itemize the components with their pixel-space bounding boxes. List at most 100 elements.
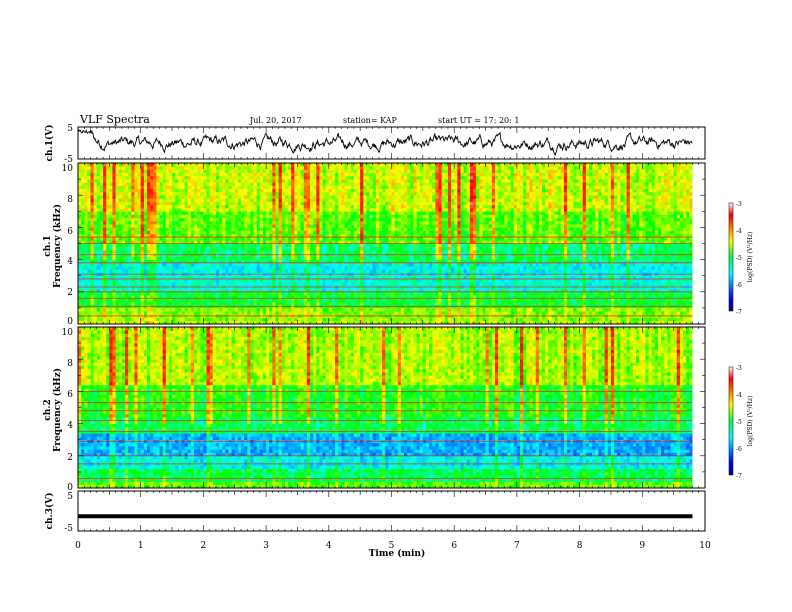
spectrogram-cell <box>128 307 132 312</box>
spectrogram-cell <box>683 301 687 305</box>
spectrogram-cell <box>294 317 298 322</box>
spectrogram-cell <box>360 288 364 293</box>
spectrogram-cell <box>441 262 446 267</box>
spectrogram-cell <box>570 275 574 280</box>
spectrogram-cell <box>341 259 345 264</box>
spectrogram-cell <box>212 278 217 283</box>
spectrogram-cell <box>513 288 518 293</box>
spectrogram-cell <box>106 282 110 286</box>
spectrogram-cell <box>432 301 436 305</box>
spectrogram-cell <box>513 249 518 254</box>
spectrogram-cell <box>328 275 333 280</box>
spectrogram-cell <box>350 320 355 325</box>
spectrogram-cell <box>219 298 223 302</box>
spectrogram-cell <box>325 243 330 248</box>
spectrogram-cell <box>234 249 239 254</box>
spectrogram-cell <box>328 262 333 267</box>
spectrogram-cell <box>200 288 204 293</box>
spectrogram-cell <box>231 259 236 264</box>
spectrogram-cell <box>215 275 220 280</box>
spectrogram-cell <box>231 320 236 325</box>
spectrogram-cell <box>121 256 126 260</box>
spectrogram-cell <box>516 256 521 260</box>
spectrogram-cell <box>473 246 477 251</box>
spectrogram-cell <box>347 282 352 286</box>
spectrogram-cell <box>529 282 533 286</box>
spectrogram-cell <box>244 278 248 283</box>
spectrogram-cell <box>585 282 590 286</box>
spectrogram-cell <box>178 275 182 280</box>
spectrogram-cell <box>435 317 439 322</box>
spectrogram-cell <box>294 320 298 325</box>
spectrogram-cell <box>153 291 157 296</box>
spectrogram-cell <box>626 259 631 264</box>
spectrogram-cell <box>397 269 402 273</box>
spectrogram-cell <box>237 282 242 286</box>
spectrogram-cell <box>673 288 678 293</box>
spectrogram-cell <box>215 249 220 254</box>
spectrogram-cell <box>115 256 120 260</box>
spectrogram-cell <box>319 275 323 280</box>
spectrogram-cell <box>607 288 612 293</box>
spectrogram-cell <box>545 275 549 280</box>
spectrogram-cell <box>206 317 210 322</box>
spectrogram-cell <box>84 317 88 322</box>
spectrogram-cell <box>667 246 671 251</box>
spectrogram-cell <box>548 317 552 322</box>
spectrogram-cell <box>607 317 612 322</box>
spectrogram-cell <box>466 266 471 270</box>
spectrogram-cell <box>275 320 279 325</box>
spectrogram-cell <box>266 269 270 273</box>
spectrogram-cell <box>184 288 189 293</box>
spectrogram-cell <box>645 269 649 273</box>
spectrogram-cell <box>219 301 223 305</box>
spectrogram-cell <box>319 243 323 248</box>
spectrogram-cell <box>219 243 223 248</box>
spectrogram-cell <box>460 278 464 283</box>
spectrogram-cell <box>222 243 226 248</box>
spectrogram-cell <box>567 301 571 305</box>
spectrogram-cell <box>410 317 414 322</box>
spectrogram-cell <box>115 262 120 267</box>
spectrogram-cell <box>526 291 530 296</box>
spectrogram-cell <box>275 291 279 296</box>
spectrogram-cell <box>241 317 245 322</box>
spectrogram-cell <box>93 246 98 251</box>
spectrogram-cell <box>601 249 605 254</box>
spectrogram-cell <box>661 288 665 293</box>
spectrogram-cell <box>529 291 533 296</box>
spectrogram-cell <box>419 262 424 267</box>
spectrogram-cell <box>278 256 283 260</box>
spectrogram-cell <box>197 246 201 251</box>
spectrogram-cell <box>137 317 141 322</box>
spectrogram-cell <box>175 275 179 280</box>
spectrogram-cell <box>507 275 511 280</box>
spectrogram-cell <box>629 320 634 325</box>
spectrogram-cell <box>416 275 421 280</box>
spectrogram-cell <box>686 278 690 283</box>
spectrogram-cell <box>551 256 555 260</box>
spectrogram-cell <box>520 249 524 254</box>
spectrogram-cell <box>112 282 116 286</box>
spectrogram-cell <box>686 298 690 302</box>
spectrogram-cell <box>657 307 662 312</box>
spectrogram-cell <box>404 288 408 293</box>
spectrogram-cell <box>231 246 236 251</box>
spectrogram-cell <box>250 288 254 293</box>
spectrogram-cell <box>128 282 132 286</box>
spectrogram-cell <box>661 262 665 267</box>
spectrogram-cell <box>291 301 295 305</box>
spectrogram-cell <box>454 311 458 315</box>
spectrogram-cell <box>291 266 295 270</box>
spectrogram-cell <box>284 262 289 267</box>
spectrogram-cell <box>501 301 505 305</box>
spectrogram-cell <box>617 288 621 293</box>
spectrogram-cell <box>532 295 537 299</box>
spectrogram-cell <box>266 278 270 283</box>
spectrogram-cell <box>175 291 179 296</box>
spectrogram-cell <box>209 259 214 264</box>
spectrogram-cell <box>378 291 383 296</box>
spectrogram-cell <box>538 311 543 315</box>
spectrogram-cell <box>523 256 527 260</box>
spectrogram-cell <box>84 288 88 293</box>
